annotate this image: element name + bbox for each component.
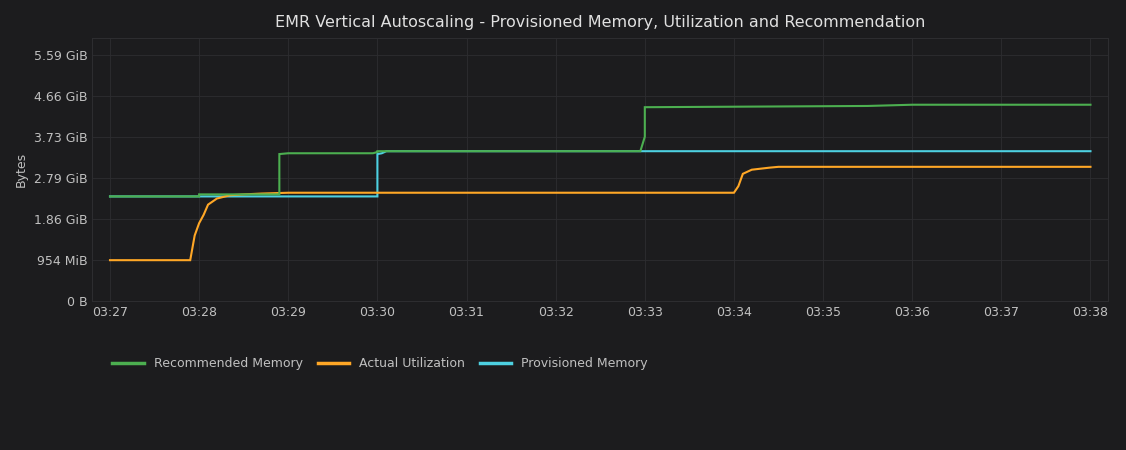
Recommended Memory — [193, 194, 206, 199]
Recommended Memory — [905, 102, 919, 108]
Actual Utilization — [188, 233, 202, 238]
Actual Utilization — [197, 212, 211, 218]
Actual Utilization — [950, 164, 964, 170]
Actual Utilization — [327, 190, 340, 195]
Actual Utilization — [1039, 164, 1053, 170]
Recommended Memory — [861, 103, 875, 108]
Recommended Memory — [634, 148, 647, 154]
Recommended Memory — [950, 102, 964, 108]
Actual Utilization — [184, 257, 197, 263]
Recommended Memory — [548, 148, 562, 154]
Provisioned Memory — [816, 148, 830, 154]
Recommended Memory — [272, 192, 286, 197]
Recommended Memory — [370, 148, 384, 154]
Line: Recommended Memory: Recommended Memory — [110, 105, 1090, 197]
Actual Utilization — [994, 164, 1008, 170]
Provisioned Memory — [193, 194, 206, 199]
Provisioned Memory — [327, 194, 340, 199]
Recommended Memory — [370, 149, 384, 155]
Actual Utilization — [727, 190, 741, 195]
Provisioned Memory — [370, 194, 384, 199]
Provisioned Memory — [548, 148, 562, 154]
Actual Utilization — [548, 190, 562, 195]
Actual Utilization — [459, 190, 473, 195]
Actual Utilization — [415, 190, 429, 195]
Provisioned Memory — [366, 194, 379, 199]
Provisioned Memory — [370, 151, 384, 157]
Provisioned Memory — [861, 148, 875, 154]
Actual Utilization — [268, 190, 282, 196]
Recommended Memory — [282, 151, 295, 156]
Actual Utilization — [861, 164, 875, 170]
Y-axis label: Bytes: Bytes — [15, 152, 28, 187]
Actual Utilization — [767, 165, 780, 170]
Actual Utilization — [682, 190, 696, 195]
Line: Actual Utilization: Actual Utilization — [110, 167, 1090, 260]
Actual Utilization — [816, 164, 830, 170]
Actual Utilization — [211, 196, 224, 201]
Actual Utilization — [1083, 164, 1097, 170]
Provisioned Memory — [504, 148, 518, 154]
Actual Utilization — [236, 192, 250, 197]
Recommended Memory — [193, 192, 206, 197]
Provisioned Memory — [1083, 148, 1097, 154]
Actual Utilization — [727, 190, 741, 195]
Provisioned Memory — [375, 151, 388, 156]
Recommended Memory — [593, 148, 607, 154]
Recommended Memory — [638, 134, 652, 140]
Provisioned Memory — [1039, 148, 1053, 154]
Actual Utilization — [224, 193, 238, 198]
Actual Utilization — [254, 191, 268, 196]
Provisioned Memory — [638, 148, 652, 154]
Recommended Memory — [366, 151, 379, 156]
Actual Utilization — [282, 190, 295, 195]
Recommended Memory — [268, 192, 282, 197]
Title: EMR Vertical Autoscaling - Provisioned Memory, Utilization and Recommendation: EMR Vertical Autoscaling - Provisioned M… — [275, 15, 926, 30]
Recommended Memory — [272, 151, 286, 157]
Provisioned Memory — [682, 148, 696, 154]
Recommended Memory — [197, 192, 211, 197]
Actual Utilization — [762, 165, 776, 171]
Recommended Memory — [104, 194, 117, 199]
Actual Utilization — [638, 190, 652, 195]
Actual Utilization — [193, 220, 206, 226]
Line: Provisioned Memory: Provisioned Memory — [110, 151, 1090, 197]
Actual Utilization — [104, 257, 117, 263]
Provisioned Memory — [905, 148, 919, 154]
Provisioned Memory — [771, 148, 785, 154]
Recommended Memory — [1083, 102, 1097, 108]
Recommended Memory — [638, 104, 652, 110]
Provisioned Memory — [379, 148, 393, 154]
Recommended Memory — [1039, 102, 1053, 108]
Actual Utilization — [504, 190, 518, 195]
Actual Utilization — [108, 257, 122, 263]
Recommended Memory — [994, 102, 1008, 108]
Actual Utilization — [771, 164, 785, 170]
Actual Utilization — [732, 184, 745, 189]
Actual Utilization — [370, 190, 384, 195]
Provisioned Memory — [950, 148, 964, 154]
Provisioned Memory — [459, 148, 473, 154]
Provisioned Memory — [104, 194, 117, 199]
Provisioned Memory — [727, 148, 741, 154]
Provisioned Memory — [197, 194, 211, 199]
Actual Utilization — [593, 190, 607, 195]
Actual Utilization — [736, 171, 750, 176]
Legend: Recommended Memory, Actual Utilization, Provisioned Memory: Recommended Memory, Actual Utilization, … — [108, 354, 651, 374]
Actual Utilization — [202, 202, 215, 207]
Provisioned Memory — [994, 148, 1008, 154]
Actual Utilization — [905, 164, 919, 170]
Actual Utilization — [745, 167, 759, 172]
Provisioned Memory — [415, 148, 429, 154]
Provisioned Memory — [593, 148, 607, 154]
